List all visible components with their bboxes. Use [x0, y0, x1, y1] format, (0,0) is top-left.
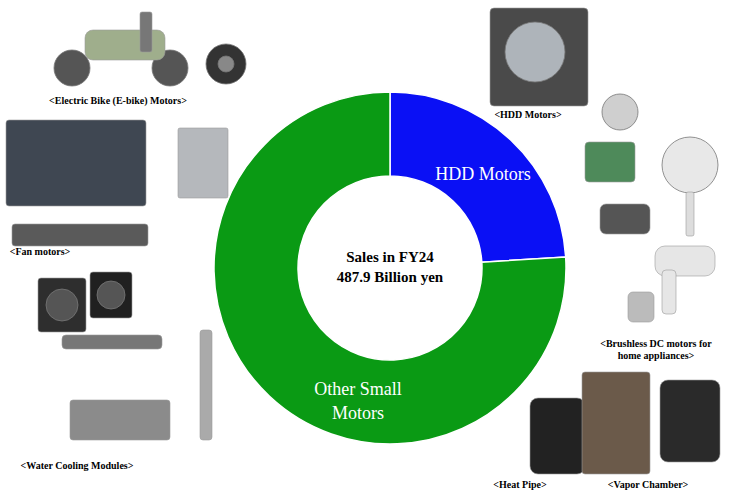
donut [214, 92, 566, 444]
photo-placeholder [6, 120, 146, 206]
photo-placeholder [662, 270, 676, 314]
photo-placeholder [662, 137, 718, 193]
photo-placeholder [90, 272, 132, 318]
donut-slice [390, 92, 566, 262]
photo-placeholder [46, 289, 78, 321]
caption: <Fan motors> [10, 246, 71, 257]
center-subtitle: 487.9 Billion yen [337, 269, 444, 285]
photo-placeholder [585, 142, 635, 182]
photo-placeholder [206, 44, 246, 84]
photo-placeholder [628, 292, 654, 322]
photo-placeholder [490, 8, 588, 106]
photo-placeholder [70, 400, 170, 440]
photo-placeholder [660, 380, 720, 462]
caption: <Brushless DC motors forhome appliances> [600, 338, 712, 361]
caption: <HDD Motors> [494, 109, 562, 120]
photo-placeholder [38, 278, 86, 332]
photo-placeholder [600, 204, 650, 234]
photo-placeholder [97, 281, 125, 309]
photo-placeholder [200, 330, 212, 440]
photo-placeholder [62, 335, 162, 349]
caption: <Electric Bike (E-bike) Motors> [49, 95, 187, 107]
photo-placeholder [218, 56, 234, 72]
slice-label: HDD Motors [435, 164, 531, 184]
photo-placeholder [140, 12, 152, 52]
photo-placeholder [686, 192, 694, 236]
photo-placeholder [178, 128, 228, 198]
photo-placeholder [54, 50, 90, 86]
donut-slice [214, 92, 566, 444]
caption: <Water Cooling Modules> [21, 460, 134, 471]
caption: <Heat Pipe> [493, 479, 547, 490]
photo-placeholders [6, 8, 720, 474]
center-title: Sales in FY24 [346, 249, 434, 265]
photo-placeholder [530, 398, 585, 474]
photo-placeholder [602, 94, 638, 130]
caption: <Vapor Chamber> [608, 479, 689, 490]
photo-placeholder [12, 224, 148, 246]
chart: HDD Motors Other SmallMotors Sales in FY24… [0, 0, 729, 498]
photo-placeholder [582, 372, 650, 474]
photo-placeholder [505, 22, 565, 82]
photo-placeholder [85, 30, 165, 60]
slice-label: Other SmallMotors [314, 379, 402, 423]
